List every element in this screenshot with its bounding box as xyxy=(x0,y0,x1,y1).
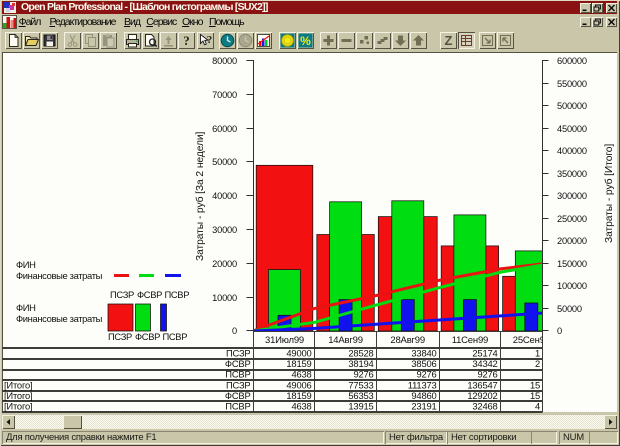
svg-text:Финансовые затраты: Финансовые затраты xyxy=(16,313,103,324)
svg-text:ФИН: ФИН xyxy=(16,259,36,270)
svg-text:94860: 94860 xyxy=(411,390,436,401)
svg-text:ПСВР: ПСВР xyxy=(225,369,250,380)
svg-text:80000: 80000 xyxy=(212,56,237,66)
svg-text:ФИН: ФИН xyxy=(16,302,36,313)
svg-text:ПСЗР: ПСЗР xyxy=(110,289,134,300)
svg-text:[Итого]: [Итого] xyxy=(4,390,32,401)
svg-text:ПСВР: ПСВР xyxy=(225,401,250,412)
svg-text:34342: 34342 xyxy=(472,358,497,369)
svg-text:129202: 129202 xyxy=(467,390,497,401)
svg-text:111373: 111373 xyxy=(408,380,437,391)
svg-text:450000: 450000 xyxy=(557,124,587,134)
svg-text:9276: 9276 xyxy=(353,369,373,380)
svg-text:28528: 28528 xyxy=(348,348,373,359)
svg-text:9276: 9276 xyxy=(416,369,436,380)
svg-text:250000: 250000 xyxy=(557,214,587,224)
svg-text:350000: 350000 xyxy=(557,169,587,179)
svg-text:ФСВР: ФСВР xyxy=(137,289,162,300)
svg-text:50000: 50000 xyxy=(557,304,582,314)
svg-text:20000: 20000 xyxy=(212,259,237,269)
svg-text:31Июл99: 31Июл99 xyxy=(265,335,304,346)
svg-text:0: 0 xyxy=(232,326,237,336)
svg-text:15: 15 xyxy=(530,390,540,401)
svg-text:4: 4 xyxy=(535,401,540,412)
svg-text:30000: 30000 xyxy=(212,225,237,235)
svg-text:600000: 600000 xyxy=(557,56,587,66)
svg-text:49000: 49000 xyxy=(286,348,311,359)
svg-text:ФСВР: ФСВР xyxy=(225,358,251,369)
svg-text:[Итого]: [Итого] xyxy=(4,401,32,412)
svg-text:23191: 23191 xyxy=(411,401,436,412)
svg-text:2: 2 xyxy=(535,358,540,369)
svg-text:ФСВР: ФСВР xyxy=(225,390,251,401)
svg-text:ПСВР: ПСВР xyxy=(165,289,190,300)
svg-text:13915: 13915 xyxy=(348,401,373,412)
svg-text:Z: Z xyxy=(444,33,452,48)
svg-text:49006: 49006 xyxy=(286,380,311,391)
svg-text:[Итого]: [Итого] xyxy=(4,380,32,391)
svg-text:150000: 150000 xyxy=(557,259,587,269)
svg-text:550000: 550000 xyxy=(557,79,587,89)
svg-text:ФСВР: ФСВР xyxy=(135,331,160,342)
svg-text:38506: 38506 xyxy=(411,358,436,369)
svg-text:56353: 56353 xyxy=(348,390,373,401)
svg-text:14Авг99: 14Авг99 xyxy=(328,335,363,346)
svg-text:?: ? xyxy=(184,33,191,48)
svg-text:Затраты - руб [Итого]: Затраты - руб [Итого] xyxy=(603,144,615,243)
svg-text:18159: 18159 xyxy=(286,390,311,401)
svg-text:ПСЗР: ПСЗР xyxy=(226,380,251,391)
svg-text:18159: 18159 xyxy=(286,358,311,369)
svg-text:11Сен99: 11Сен99 xyxy=(452,335,488,346)
svg-text:10000: 10000 xyxy=(212,293,237,303)
svg-text:200000: 200000 xyxy=(557,236,587,246)
svg-text:ПСЗР: ПСЗР xyxy=(108,331,132,342)
svg-text:100000: 100000 xyxy=(557,281,587,291)
svg-text:300000: 300000 xyxy=(557,191,587,201)
svg-text:ПСЗР: ПСЗР xyxy=(226,348,251,359)
svg-text:400000: 400000 xyxy=(557,146,587,156)
svg-text:25174: 25174 xyxy=(472,348,497,359)
svg-text:25Сен99: 25Сен99 xyxy=(513,335,550,346)
svg-text:%: % xyxy=(300,34,311,48)
svg-text:136547: 136547 xyxy=(467,380,497,391)
svg-text:40000: 40000 xyxy=(212,191,237,201)
svg-text:32468: 32468 xyxy=(472,401,497,412)
svg-text:Затраты - руб [За 2 недели]: Затраты - руб [За 2 недели] xyxy=(194,131,206,261)
svg-text:ПСВР: ПСВР xyxy=(163,331,188,342)
svg-text:50000: 50000 xyxy=(212,157,237,167)
svg-text:60000: 60000 xyxy=(212,124,237,134)
svg-text:15: 15 xyxy=(530,380,540,391)
svg-text:500000: 500000 xyxy=(557,101,587,111)
svg-text:1: 1 xyxy=(535,348,540,359)
svg-text:0: 0 xyxy=(557,326,562,336)
svg-text:70000: 70000 xyxy=(212,90,237,100)
svg-text:77533: 77533 xyxy=(348,380,373,391)
svg-text:33840: 33840 xyxy=(411,348,436,359)
svg-text:9276: 9276 xyxy=(477,369,497,380)
svg-text:28Авг99: 28Авг99 xyxy=(390,335,425,346)
svg-text:Финансовые затраты: Финансовые затраты xyxy=(16,270,103,281)
svg-text:4638: 4638 xyxy=(291,401,311,412)
svg-text:38194: 38194 xyxy=(348,358,373,369)
svg-text:4638: 4638 xyxy=(291,369,311,380)
svg-text:?: ? xyxy=(206,34,212,46)
